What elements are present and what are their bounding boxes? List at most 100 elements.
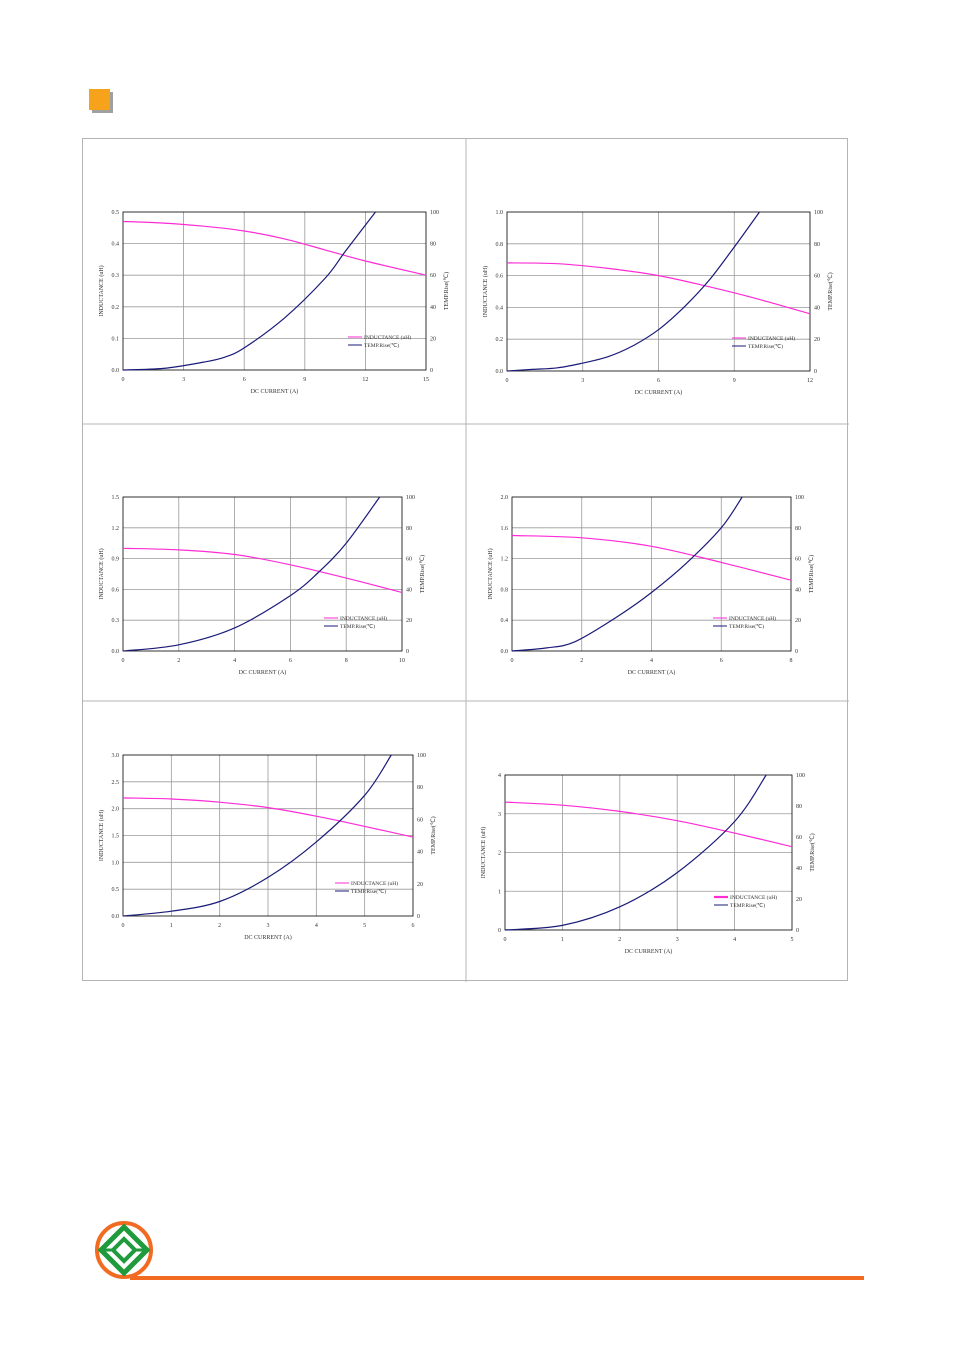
- y-tick-label: 0.2: [112, 305, 120, 311]
- y-tick-label: 0.0: [112, 649, 120, 655]
- y2-tick-label: 100: [430, 210, 439, 216]
- y2-tick-label: 80: [406, 526, 412, 532]
- legend-label: INDUCTANCE (uH): [340, 615, 387, 622]
- y2-tick-label: 80: [814, 242, 820, 248]
- y-tick-label: 2.0: [501, 495, 509, 501]
- y2-tick-label: 40: [814, 305, 820, 311]
- x-axis-label: DC CURRENT (A): [625, 948, 673, 955]
- inductance-line: [123, 220, 426, 276]
- x-tick-label: 3: [676, 937, 679, 943]
- x-axis-label: DC CURRENT (A): [628, 669, 676, 676]
- x-tick-label: 2: [218, 923, 221, 929]
- x-tick-label: 6: [657, 378, 660, 384]
- y2-axis-label: TEMP.Rise(℃): [827, 272, 834, 310]
- legend-label: TEMP.Rise(℃): [340, 623, 375, 630]
- chart-3: 0 2 4 6 8 10 0.0 0.3 0.6 0.9 1.2 1.5 0 20 40 60 80 100 DC …: [98, 495, 426, 676]
- y2-axis-label: TEMP.Rise(℃): [419, 555, 426, 593]
- legend-label: TEMP.Rise(℃): [351, 888, 386, 895]
- x-tick-label: 12: [807, 378, 813, 384]
- y-tick-label: 1.0: [496, 210, 504, 216]
- y2-tick-label: 60: [406, 557, 412, 563]
- legend-label: INDUCTANCE (uH): [730, 894, 777, 901]
- x-tick-label: 8: [790, 658, 793, 664]
- y2-axis-label: TEMP.Rise(℃): [808, 555, 815, 593]
- y2-tick-label: 0: [795, 649, 798, 655]
- y-axis-label: INDUCTANCE (uH): [98, 265, 105, 316]
- legend-label: INDUCTANCE (uH): [351, 880, 398, 887]
- y2-tick-label: 80: [795, 526, 801, 532]
- y2-tick-label: 20: [417, 882, 423, 888]
- x-axis-label: DC CURRENT (A): [239, 669, 287, 676]
- x-tick-label: 1: [561, 937, 564, 943]
- x-tick-label: 12: [362, 377, 368, 383]
- x-tick-label: 0: [122, 923, 125, 929]
- y-tick-label: 1.2: [501, 557, 509, 563]
- y2-axis-label: TEMP.Rise(℃): [443, 272, 450, 310]
- y-tick-label: 0.4: [112, 242, 120, 248]
- y2-tick-label: 100: [417, 753, 426, 759]
- x-tick-label: 10: [399, 658, 405, 664]
- x-tick-label: 2: [580, 658, 583, 664]
- x-tick-label: 0: [506, 378, 509, 384]
- x-tick-label: 4: [650, 658, 653, 664]
- y-tick-label: 0.5: [112, 887, 120, 893]
- y-tick-label: 0.5: [112, 210, 120, 216]
- plot-border: [122, 754, 414, 917]
- inductance-line: [512, 534, 791, 581]
- y-axis-label: INDUCTANCE (uH): [487, 548, 494, 599]
- inductance-line: [507, 262, 810, 315]
- x-tick-label: 0: [511, 658, 514, 664]
- x-tick-label: 9: [303, 377, 306, 383]
- temp-rise-line: [507, 211, 760, 372]
- chart-1: 0 3 6 9 12 15 0.0 0.1 0.2 0.3 0.4 0.5 0 20 40 60 80 100 DC…: [98, 210, 450, 395]
- y-tick-label: 1.6: [501, 526, 509, 532]
- y-tick-label: 1.5: [112, 834, 120, 840]
- x-axis-label: DC CURRENT (A): [251, 388, 299, 395]
- x-tick-label: 1: [170, 923, 173, 929]
- y2-tick-label: 100: [796, 773, 805, 779]
- y2-tick-label: 40: [417, 850, 423, 856]
- plot-border: [511, 496, 792, 652]
- x-tick-label: 15: [423, 377, 429, 383]
- inductance-line: [505, 801, 792, 848]
- y-tick-label: 0: [498, 928, 501, 934]
- y2-tick-label: 40: [795, 587, 801, 593]
- plot-border: [504, 774, 793, 931]
- y-axis-label: INDUCTANCE (uH): [482, 266, 489, 317]
- orange-square-icon: [89, 89, 113, 113]
- x-axis-label: DC CURRENT (A): [635, 389, 683, 396]
- y-tick-label: 1.2: [112, 526, 120, 532]
- y-tick-label: 0.4: [496, 305, 504, 311]
- y2-tick-label: 100: [406, 495, 415, 501]
- y-tick-label: 0.6: [496, 274, 504, 280]
- y2-axis-label: TEMP.Rise(℃): [809, 833, 816, 871]
- y2-tick-label: 0: [796, 928, 799, 934]
- legend-label: TEMP.Rise(℃): [748, 343, 783, 350]
- y-tick-label: 0.3: [112, 273, 120, 279]
- temp-rise-line: [512, 496, 743, 652]
- legend-label: TEMP.Rise(℃): [729, 623, 764, 630]
- charts-svg: 0 3 6 9 12 150.00.10.20.30.40.5020406080100DC…: [83, 139, 849, 982]
- chart-4: 0 2 4 6 8 0.0 0.4 0.8 1.2 1.6 2.0 0 20 40 60 80 100 DC CU…: [487, 495, 815, 676]
- legend-label: INDUCTANCE (uH): [729, 615, 776, 622]
- y-tick-label: 0.0: [496, 369, 504, 375]
- y-tick-label: 1.0: [112, 860, 120, 866]
- plot-border: [506, 211, 811, 372]
- x-tick-label: 3: [267, 923, 270, 929]
- y2-tick-label: 40: [796, 866, 802, 872]
- temp-rise-line: [505, 774, 767, 931]
- x-tick-label: 0: [122, 658, 125, 664]
- x-tick-label: 6: [720, 658, 723, 664]
- y-tick-label: 0.0: [501, 649, 509, 655]
- x-tick-label: 5: [363, 923, 366, 929]
- y2-tick-label: 60: [430, 273, 436, 279]
- y-tick-label: 0.8: [496, 242, 504, 248]
- legend-label: INDUCTANCE (uH): [748, 335, 795, 342]
- x-tick-label: 6: [243, 377, 246, 383]
- y-tick-label: 0.0: [112, 368, 120, 374]
- temp-rise-line: [123, 211, 376, 371]
- legend-label: INDUCTANCE (uH): [364, 334, 411, 341]
- chart-grid-frame: 0 3 6 9 12 15 0.0 0.1 0.2 0.3 0.4 0.5 0 20 40 60 80 100 DC…: [82, 138, 849, 982]
- y2-tick-label: 20: [814, 337, 820, 343]
